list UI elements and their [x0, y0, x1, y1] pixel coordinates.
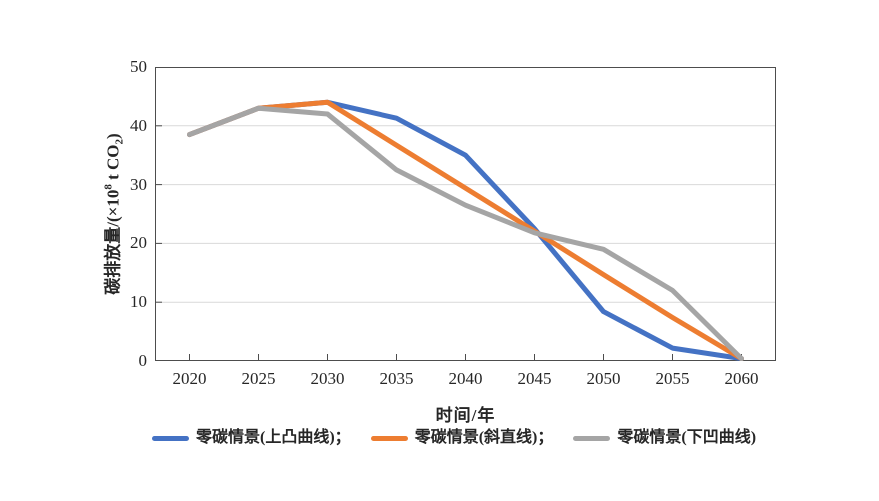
x-axis-title: 时间/年: [435, 406, 496, 425]
legend-label-straight: 零碳情景(斜直线): [414, 429, 538, 446]
chart-legend: 零碳情景(上凸曲线)； 零碳情景(斜直线)； 零碳情景(下凹曲线): [152, 428, 756, 448]
y-tick-label-20: 20: [130, 233, 147, 253]
series-line-1: [187, 99, 744, 361]
legend-separator: ；: [537, 429, 554, 446]
x-tick-label-2035: 2035: [379, 369, 414, 388]
x-tick-label-2045: 2045: [517, 369, 552, 388]
series-line-2: [187, 105, 744, 361]
legend-swatch-orange-line: [370, 435, 408, 441]
y-tick-label-30: 30: [130, 174, 147, 194]
legend-label-concave: 零碳情景(下凹曲线): [617, 429, 757, 446]
y-tick-label-10: 10: [130, 292, 147, 312]
x-tick-label-2060: 2060: [724, 369, 759, 388]
x-tick-label-2040: 2040: [448, 369, 483, 388]
y-axis-title-close: ): [103, 133, 123, 139]
y-axis-title-text: 碳排放量/(×10: [103, 189, 123, 295]
x-tick-label-2025: 2025: [241, 369, 276, 388]
plot-area: [155, 67, 776, 361]
legend-separator: ；: [334, 429, 351, 446]
y-axis-title: 碳排放量/(×108 t CO2): [98, 133, 126, 295]
x-tick-label-2030: 2030: [310, 369, 345, 388]
y-axis-title-unit: t CO: [103, 144, 123, 185]
legend-label-convex: 零碳情景(上凸曲线): [196, 429, 335, 446]
x-tick-label-2020: 2020: [172, 369, 207, 388]
x-tick-label-2055: 2055: [655, 369, 690, 388]
x-tick-label-2050: 2050: [586, 369, 621, 388]
legend-entry-convex: 零碳情景(上凸曲线)；: [152, 428, 351, 448]
legend-entry-straight: 零碳情景(斜直线)；: [370, 428, 554, 448]
y-tick-label-0: 0: [138, 351, 148, 370]
y-tick-label-40: 40: [130, 115, 147, 135]
y-axis-title-superscript: 8: [102, 184, 115, 190]
y-axis-title-subscript: 2: [113, 138, 126, 145]
series-line-0: [187, 99, 744, 361]
legend-swatch-blue-line: [152, 435, 189, 441]
y-tick-label-50: 50: [130, 57, 147, 76]
legend-swatch-gray-line: [573, 435, 611, 441]
legend-entry-concave: 零碳情景(下凹曲线): [573, 428, 756, 448]
